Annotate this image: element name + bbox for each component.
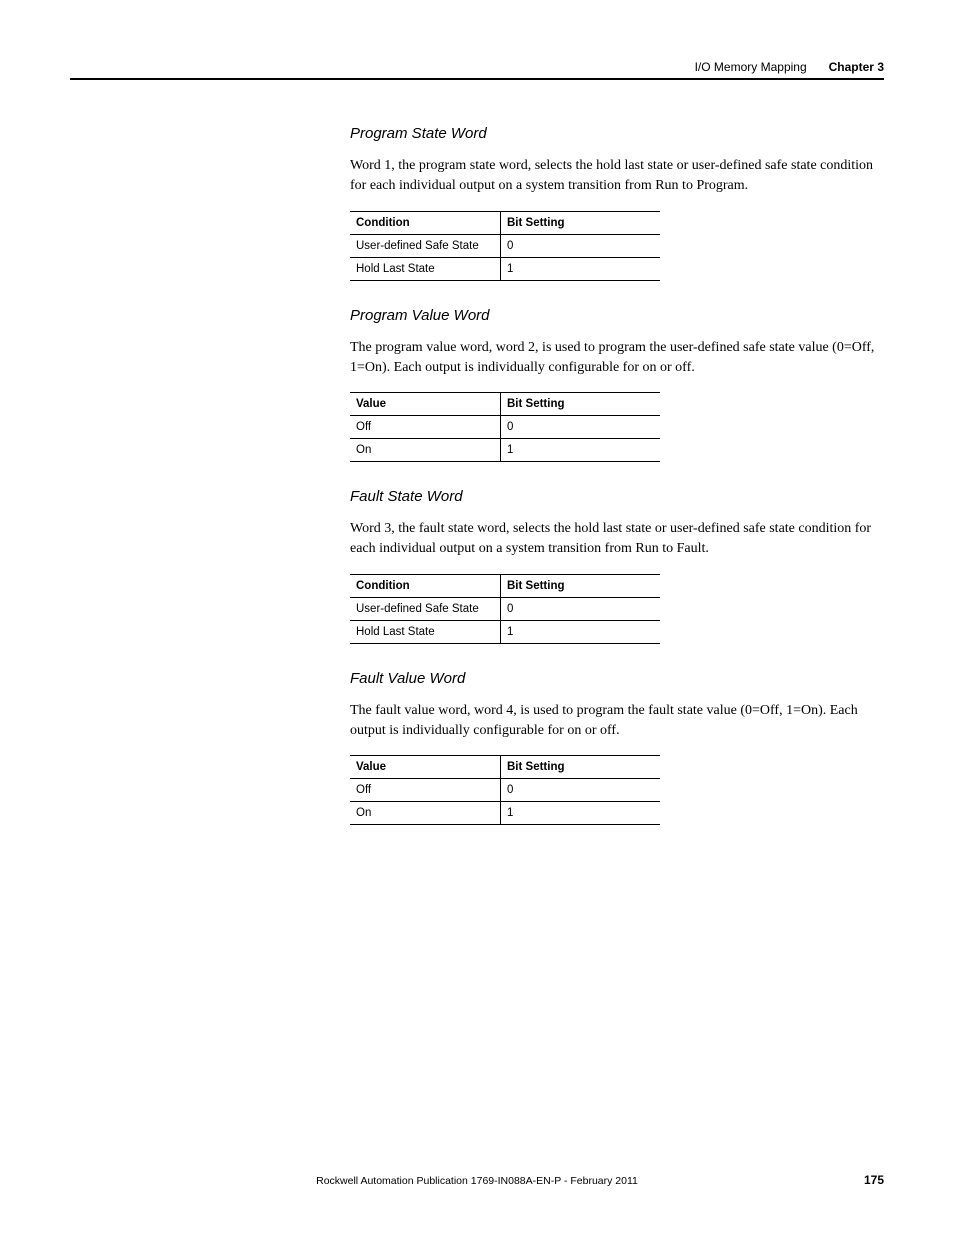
value-table: Value Bit Setting Off 0 On 1: [350, 392, 660, 462]
table-header-cell: Bit Setting: [501, 756, 661, 779]
table-cell: 0: [501, 234, 661, 257]
table-header-cell: Value: [350, 393, 501, 416]
table-cell: 1: [501, 439, 661, 462]
section-body: The program value word, word 2, is used …: [350, 338, 884, 379]
table-row: User-defined Safe State 0: [350, 234, 660, 257]
table-cell: 0: [501, 597, 661, 620]
table-row: On 1: [350, 439, 660, 462]
section-heading: Program Value Word: [350, 307, 884, 324]
header-rule: [70, 78, 884, 80]
section-body: Word 3, the fault state word, selects th…: [350, 519, 884, 560]
table-cell: Hold Last State: [350, 257, 501, 280]
table-header-cell: Condition: [350, 211, 501, 234]
table-row: Off 0: [350, 416, 660, 439]
table-row: On 1: [350, 802, 660, 825]
table-cell: 0: [501, 779, 661, 802]
table-row: Hold Last State 1: [350, 620, 660, 643]
table-cell: 0: [501, 416, 661, 439]
header-section-title: I/O Memory Mapping: [695, 60, 807, 74]
table-header-cell: Bit Setting: [501, 211, 661, 234]
table-cell: On: [350, 439, 501, 462]
table-header-row: Value Bit Setting: [350, 393, 660, 416]
table-row: Hold Last State 1: [350, 257, 660, 280]
section-heading: Program State Word: [350, 125, 884, 142]
table-cell: User-defined Safe State: [350, 597, 501, 620]
table-cell: On: [350, 802, 501, 825]
condition-table: Condition Bit Setting User-defined Safe …: [350, 211, 660, 281]
table-header-cell: Bit Setting: [501, 393, 661, 416]
section-body: Word 1, the program state word, selects …: [350, 156, 884, 197]
footer-publication: Rockwell Automation Publication 1769-IN0…: [0, 1175, 954, 1187]
header-chapter-label: Chapter 3: [829, 60, 884, 74]
table-header-row: Value Bit Setting: [350, 756, 660, 779]
table-cell: Off: [350, 779, 501, 802]
table-cell: 1: [501, 257, 661, 280]
condition-table: Condition Bit Setting User-defined Safe …: [350, 574, 660, 644]
table-cell: 1: [501, 620, 661, 643]
table-cell: Hold Last State: [350, 620, 501, 643]
table-cell: User-defined Safe State: [350, 234, 501, 257]
table-header-cell: Bit Setting: [501, 574, 661, 597]
value-table: Value Bit Setting Off 0 On 1: [350, 755, 660, 825]
table-cell: Off: [350, 416, 501, 439]
table-row: User-defined Safe State 0: [350, 597, 660, 620]
page-header: I/O Memory Mapping Chapter 3: [70, 60, 884, 78]
table-row: Off 0: [350, 779, 660, 802]
table-header-cell: Value: [350, 756, 501, 779]
table-header-row: Condition Bit Setting: [350, 211, 660, 234]
table-header-cell: Condition: [350, 574, 501, 597]
section-heading: Fault Value Word: [350, 670, 884, 687]
table-header-row: Condition Bit Setting: [350, 574, 660, 597]
section-heading: Fault State Word: [350, 488, 884, 505]
page-container: I/O Memory Mapping Chapter 3 Program Sta…: [0, 0, 954, 1235]
main-content: Program State Word Word 1, the program s…: [350, 125, 884, 825]
page-number: 175: [864, 1173, 884, 1187]
table-cell: 1: [501, 802, 661, 825]
section-body: The fault value word, word 4, is used to…: [350, 701, 884, 742]
